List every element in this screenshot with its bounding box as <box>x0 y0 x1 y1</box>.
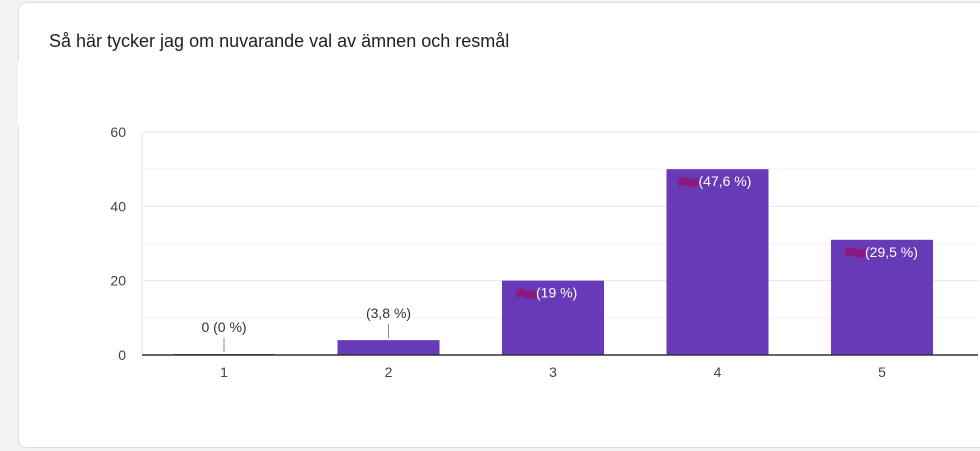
y-tick-label: 0 <box>118 347 126 363</box>
chart-card <box>18 2 980 448</box>
y-axis: 0 20 40 60 <box>110 124 126 363</box>
x-tick-label: 5 <box>878 364 886 380</box>
data-label: (3,8 %) <box>366 305 411 321</box>
x-axis: 1 2 3 4 5 <box>142 354 978 380</box>
chart-title: Så här tycker jag om nuvarande val av äm… <box>49 31 510 51</box>
redacted-area <box>18 60 148 126</box>
bar-2 <box>337 340 440 355</box>
y-tick-label: 60 <box>110 124 126 140</box>
x-tick-label: 1 <box>220 364 228 380</box>
scribble-mark <box>678 176 700 188</box>
scribble-mark <box>516 288 537 299</box>
data-label: (47,6 %) <box>699 173 752 189</box>
bar-5 <box>831 239 933 355</box>
y-tick-label: 40 <box>110 198 126 214</box>
bar-4 <box>666 169 769 355</box>
data-label: (29,5 %) <box>865 244 918 260</box>
data-label: (19 %) <box>536 285 577 301</box>
x-tick-label: 4 <box>714 364 722 380</box>
bars <box>173 169 933 355</box>
x-tick-label: 3 <box>549 364 557 380</box>
scribble-mark <box>845 247 866 259</box>
data-labels: 0 (0 %) (3,8 %) (19 %) (47,6 %) (29,5 %) <box>201 173 918 352</box>
x-tick-label: 2 <box>385 364 393 380</box>
data-label: 0 (0 %) <box>201 319 246 335</box>
y-tick-label: 20 <box>110 273 126 289</box>
